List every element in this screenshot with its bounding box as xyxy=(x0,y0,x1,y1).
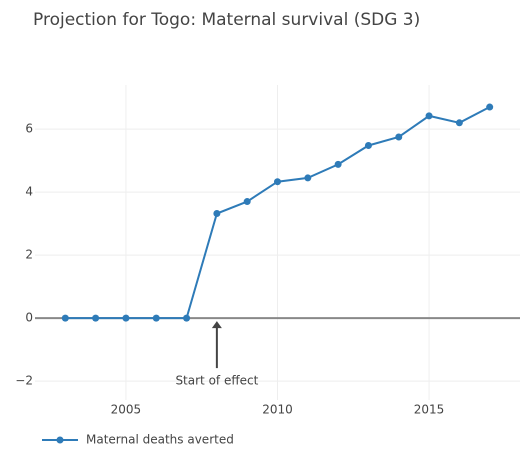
x-tick-label: 2010 xyxy=(262,403,293,417)
data-point xyxy=(61,314,69,322)
annotation-text: Start of effect xyxy=(175,374,258,388)
data-point xyxy=(92,314,100,322)
data-point xyxy=(334,160,342,168)
y-tick-label: 0 xyxy=(25,311,33,325)
data-point xyxy=(243,198,251,206)
data-point xyxy=(183,314,191,322)
data-point xyxy=(152,314,160,322)
x-tick-label: 2005 xyxy=(111,403,142,417)
data-point xyxy=(486,103,494,111)
legend-marker xyxy=(56,436,64,444)
y-tick-label: 4 xyxy=(25,185,33,199)
legend-label: Maternal deaths averted xyxy=(86,433,234,447)
data-point xyxy=(425,112,433,120)
y-tick-label: −2 xyxy=(15,374,33,388)
y-tick-label: 6 xyxy=(25,122,33,136)
data-point xyxy=(455,119,463,127)
annotation-arrowhead xyxy=(211,321,222,329)
data-point xyxy=(274,178,281,186)
data-point xyxy=(122,314,130,322)
data-point xyxy=(364,141,372,149)
data-point xyxy=(213,210,221,218)
y-tick-label: 2 xyxy=(25,248,33,262)
x-tick-label: 2015 xyxy=(414,403,445,417)
data-point xyxy=(304,174,312,182)
chart-title: Projection for Togo: Maternal survival (… xyxy=(33,10,420,30)
data-point xyxy=(395,133,403,141)
